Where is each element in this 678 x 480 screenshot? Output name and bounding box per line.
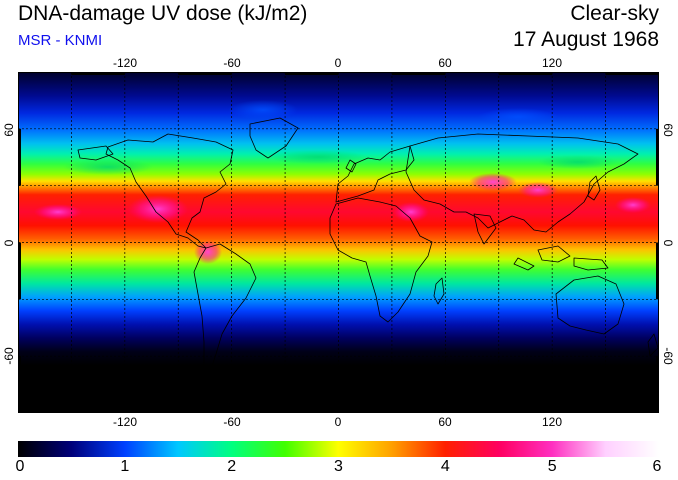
low-dose-arctic (228, 100, 298, 120)
lat-tick-left: 0 (2, 239, 16, 247)
lon-tick-top: -60 (223, 56, 241, 70)
frame-border (18, 72, 659, 413)
coast-north-america (105, 133, 234, 249)
coast-india (473, 213, 497, 245)
colorbar-tick-label: 5 (547, 458, 557, 475)
frame-segment (18, 128, 21, 186)
frame-segment (18, 356, 21, 413)
coast-greenland (249, 117, 299, 159)
date-label: 17 August 1968 (513, 28, 659, 51)
graticule (18, 72, 659, 413)
lon-tick-bottom: 60 (438, 415, 452, 429)
lat-tick-right: -60 (661, 347, 675, 365)
coast-alaska (77, 145, 114, 161)
coast-south-america (193, 243, 257, 373)
lat-tick-left: -60 (2, 347, 16, 365)
frame-segment (71, 410, 125, 413)
colorbar-tick-label: 3 (334, 458, 343, 475)
map-title: DNA-damage UV dose (kJ/m2) (18, 2, 308, 25)
lon-tick-top: 120 (541, 56, 563, 70)
lon-tick-top: -120 (112, 56, 138, 70)
hotspot-tibet (469, 173, 517, 191)
lat-tick-right: 60 (661, 123, 675, 137)
coast-japan (587, 175, 601, 201)
frame-segment (656, 128, 659, 186)
frame-segment (605, 72, 659, 75)
colorbar (18, 441, 659, 457)
hotspot-arabia (393, 202, 429, 222)
lon-tick-bottom: 0 (334, 415, 342, 429)
frame-segment (178, 410, 232, 413)
lon-tick-bottom: -120 (112, 415, 138, 429)
colorbar-tick-label: 2 (227, 458, 237, 475)
coast-antarctica (18, 385, 659, 398)
lat-tick-right: 0 (661, 239, 675, 247)
frame-segment (71, 72, 125, 75)
coastlines (18, 117, 659, 398)
frame-segment (285, 410, 339, 413)
frame-segment (498, 410, 553, 413)
lon-tick-bottom: 120 (541, 415, 563, 429)
low-dose-streak (63, 159, 153, 175)
uv-dose-map (18, 72, 659, 413)
hotspot-pacific (615, 197, 651, 213)
coast-sumatra (513, 257, 535, 271)
coast-madagascar (433, 277, 445, 305)
frame-segment (391, 72, 446, 75)
lon-tick-bottom: -60 (223, 415, 241, 429)
lat-tick-left: 60 (2, 123, 16, 137)
colorbar-tick-label: 0 (15, 458, 25, 475)
colorbar-tick-label: 1 (120, 458, 130, 475)
low-dose-streak (538, 155, 618, 169)
coast-asia (405, 133, 639, 233)
frame-segment (605, 410, 659, 413)
colorbar-gradient (18, 441, 659, 457)
frame-segment (656, 242, 659, 300)
hotspot-west-pacific (34, 204, 82, 220)
sky-condition-label: Clear-sky (570, 2, 659, 25)
hotspot-mexico (128, 195, 188, 223)
frame-segment (656, 356, 659, 413)
coast-australia (555, 275, 625, 335)
frame-segment (498, 72, 553, 75)
frame-segment (285, 72, 339, 75)
low-dose-arctic (478, 108, 558, 126)
hotspot-andes (194, 240, 222, 264)
colorbar-tick-label: 6 (652, 458, 662, 475)
coast-africa (329, 197, 433, 323)
coast-borneo (537, 245, 571, 263)
frame-segment (178, 72, 232, 75)
source-label: MSR - KNMI (18, 32, 103, 49)
lon-tick-top: 60 (438, 56, 452, 70)
lon-tick-top: 0 (334, 56, 342, 70)
frame-segment (18, 242, 21, 300)
coast-britain (345, 159, 357, 173)
frame-segment (391, 410, 446, 413)
colorbar-tick-label: 4 (440, 458, 450, 475)
low-dose-streak (268, 150, 368, 164)
coast-new-guinea (573, 257, 609, 271)
